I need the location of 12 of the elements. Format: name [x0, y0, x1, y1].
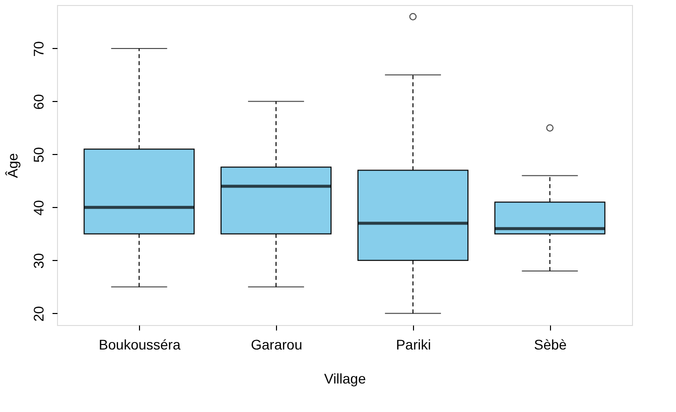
x-axis-title: Village: [324, 370, 366, 386]
y-tick-label: 20: [30, 306, 46, 322]
y-axis-title: Âge: [4, 152, 20, 178]
x-tick-label: Pariki: [396, 336, 431, 352]
y-tick-label: 40: [30, 200, 46, 216]
y-tick-label: 60: [30, 94, 46, 110]
x-tick-label: Boukousséra: [98, 336, 181, 352]
y-tick-label: 50: [30, 146, 46, 163]
x-tick-label: Sèbè: [534, 336, 567, 352]
y-tick-label: 30: [30, 252, 46, 269]
x-tick-label: Gararou: [250, 336, 302, 352]
y-tick-label: 70: [30, 40, 46, 57]
